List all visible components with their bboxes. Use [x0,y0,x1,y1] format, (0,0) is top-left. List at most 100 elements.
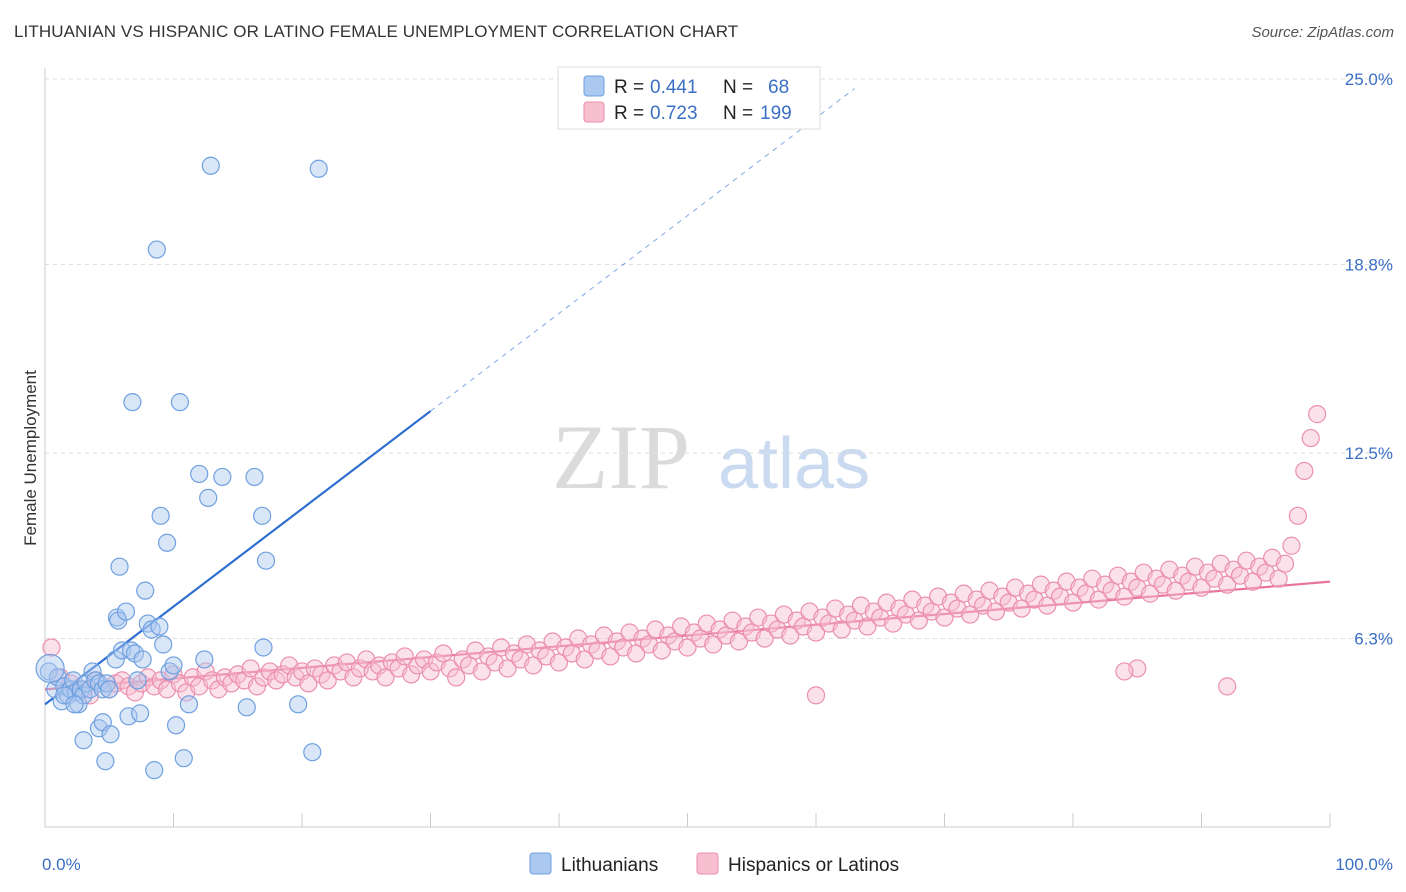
hispanics-point-197 [1218,677,1237,696]
lithuanians-point-0 [39,662,58,681]
stats-legend: R = 0.441 N = 68 R = 0.723 N = 199 [557,66,821,130]
lithuanians-point-53 [174,749,193,768]
hispanics-point-128 [883,614,903,633]
x-tick-label-1: 100.0% [1335,855,1393,874]
hispanics-point-191 [1288,506,1307,525]
lithuanians-point-33 [119,707,138,726]
lithuanians-point-54 [179,695,199,714]
hispanics-point-192 [1295,461,1314,481]
legend-n-label-2: N = [723,103,753,124]
hispanics-point-148 [1012,599,1031,618]
hispanics-point-10 [125,683,145,702]
hispanics-point-132 [909,611,928,630]
lithuanians-point-40 [136,581,155,600]
y-tick-label-0: 6.3% [1354,630,1393,649]
y-tick-labels: 6.3% 12.5% 18.8% 25.0% [1345,70,1393,649]
lithuanians-point-25 [96,752,115,771]
lithuanians-point-45 [150,617,169,636]
lithuanians-point-28 [107,608,127,627]
hispanics-point-59 [440,659,459,678]
legend-r-value-1: 0.441 [650,77,698,98]
hispanics-point-198 [1115,662,1134,681]
hispanics-point-193 [1301,428,1320,448]
lithuanians-point-47 [154,635,173,654]
hispanics-point-29 [247,677,267,696]
hispanics-point-195 [806,686,826,705]
lithuanians-point-60 [237,698,256,717]
lithuanians-point-30 [110,557,129,576]
bottom-legend-swatch-pink [696,852,719,875]
y-tick-label-2: 18.8% [1345,256,1393,275]
legend-swatch-blue [583,75,605,97]
lithuanians-point-64 [256,551,276,570]
hispanics-point-40 [318,671,337,690]
series-hispanics-points [42,405,1327,705]
lithuanians-point-39 [133,650,152,669]
hispanics-point-116 [806,623,826,642]
watermark-zip: ZIP [552,406,690,508]
lithuanians-point-43 [145,761,164,780]
lithuanians-point-52 [170,393,190,412]
lithuanians-point-37 [128,671,147,690]
watermark-atlas: atlas [718,424,870,504]
series-legend: Lithuanians Hispanics or Latinos [529,852,899,876]
hispanics-point-124 [858,617,877,636]
hispanics-point-194 [1308,405,1327,424]
lithuanians-point-66 [303,743,322,762]
legend-r-value-2: 0.723 [650,103,698,124]
hispanics-point-188 [1269,569,1288,588]
lithuanians-point-22 [74,731,93,750]
legend-n-value-2: 199 [760,103,792,124]
lithuanians-point-46 [151,506,170,525]
lithuanians-point-38 [130,704,150,723]
y-tick-label-1: 12.5% [1345,444,1393,463]
hispanics-point-80 [575,650,594,669]
lithuanians-trend-line [44,410,432,706]
lithuanians-point-large [35,653,65,684]
lithuanians-trend-extension [430,88,855,412]
hispanics-point-100 [704,635,723,654]
lithuanians-point-21 [65,695,84,714]
lithuanians-point-44 [147,240,166,259]
hispanics-point-112 [781,626,800,645]
hispanics-point-92 [652,641,671,660]
hispanics-point-56 [421,662,440,681]
lithuanians-point-9 [69,695,88,714]
lithuanians-point-20 [55,686,74,705]
chart-title: LITHUANIAN VS HISPANIC OR LATINO FEMALE … [14,22,739,41]
lithuanians-point-65 [289,695,308,714]
lithuanians-point-57 [199,488,218,507]
hispanics-point-160 [1089,590,1108,609]
lithuanians-point-59 [213,467,232,487]
lithuanians-point-55 [190,464,209,484]
x-tick-labels: 0.0% 100.0% [42,855,1393,874]
hispanics-point-152 [1038,596,1057,615]
lithuanians-point-63 [254,638,273,657]
trend-lines [44,88,1331,706]
hispanics-point-140 [961,605,980,624]
lithuanians-point-26 [101,725,120,744]
source-label: Source: ZipAtlas.com [1251,24,1394,41]
hispanics-point-53 [402,665,421,684]
hispanics-point-144 [986,602,1006,621]
hispanics-point-104 [729,632,749,651]
hispanics-point-76 [549,653,569,672]
y-tick-label-3: 25.0% [1345,70,1393,89]
hispanics-point-189 [1275,554,1295,573]
hispanics-point-68 [498,659,517,678]
lithuanians-point-50 [164,656,183,675]
lithuanians-point-35 [123,393,142,412]
lithuanians-point-27 [106,650,125,669]
lithuanians-point-48 [157,533,177,552]
hispanics-point-64 [472,662,491,681]
hispanics-point-84 [601,647,620,666]
y-axis-title: Female Unemployment [21,370,40,546]
lithuanians-point-51 [166,716,186,735]
lithuanians-point-32 [116,602,136,621]
bottom-legend-hispanics: Hispanics or Latinos [728,855,899,876]
hispanics-point-44 [344,668,363,687]
hispanics-point-60 [447,668,466,687]
lithuanians-point-13 [80,680,100,699]
hispanics-point-28 [241,659,260,678]
